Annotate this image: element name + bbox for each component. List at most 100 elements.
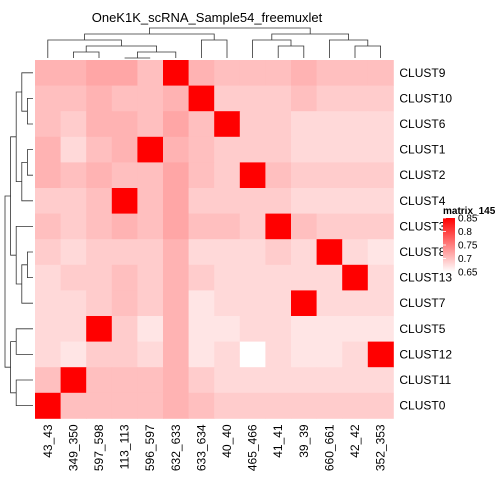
heatmap-cell-clust0-40_40 [214, 392, 241, 419]
heatmap-cell-clust6-632_633 [163, 111, 189, 138]
heatmap-cell-clust9-597_598 [86, 60, 113, 86]
heatmap-cell-clust11-596_597 [137, 367, 164, 394]
heatmap-cell-clust5-39_39 [291, 316, 317, 342]
heatmap-cell-clust3-465_466 [239, 213, 266, 240]
heatmap-cell-clust0-597_598 [86, 392, 113, 419]
column-dendrogram-branch [354, 45, 381, 58]
heatmap-cell-clust11-660_661 [316, 367, 343, 394]
row-dendrogram [4, 72, 33, 406]
heatmap-cell-clust10-465_466 [239, 85, 266, 112]
heatmap-cell-clust2-40_40 [214, 162, 241, 189]
heatmap-cell-clust13-632_633 [163, 264, 189, 291]
heatmap-cell-clust7-40_40 [214, 290, 241, 317]
heatmap-cell-clust0-632_633 [163, 392, 189, 419]
heatmap-cell-clust4-633_634 [188, 188, 215, 214]
column-dendrogram-branch [277, 45, 305, 58]
row-dendrogram-branch [4, 195, 11, 368]
column-label-660_661: 660_661 [322, 424, 336, 471]
heatmap-cell-clust0-596_597 [137, 392, 164, 419]
heatmap-cell-clust13-633_634 [188, 264, 215, 291]
heatmap-cell-clust9-349_350 [60, 60, 87, 86]
legend-tick-label: 0.65 [458, 268, 478, 279]
row-dendrogram-branch [10, 341, 17, 394]
heatmap-cell-clust2-660_661 [316, 162, 343, 189]
column-label-40_40: 40_40 [220, 424, 234, 458]
heatmap-cell-clust6-42_42 [342, 111, 369, 138]
heatmap-cell-clust13-660_661 [316, 264, 343, 291]
heatmap-cell-clust2-349_350 [60, 162, 87, 189]
heatmap-cell-clust10-113_113 [111, 85, 138, 112]
row-label-clust4: CLUST4 [399, 194, 445, 208]
heatmap-cell-clust4-349_350 [60, 188, 87, 214]
heatmap-cell-clust9-596_597 [137, 60, 164, 86]
heatmap-cell-clust3-352_353 [367, 213, 394, 240]
heatmap-cell-clust8-113_113 [111, 239, 138, 266]
heatmap-cell-clust8-465_466 [239, 239, 266, 266]
heatmap-cell-clust4-352_353 [367, 188, 394, 214]
heatmap-cell-clust10-597_598 [86, 85, 113, 112]
heatmap-cell-clust0-41_41 [265, 392, 292, 419]
heatmap-cell-clust4-41_41 [265, 188, 292, 214]
legend-tick-label: 0.75 [458, 241, 478, 252]
heatmap-cell-clust2-113_113 [111, 162, 138, 189]
legend-title: matrix_145 [443, 206, 496, 217]
heatmap-cell-clust13-40_40 [214, 264, 241, 291]
heatmap-cell-clust2-352_353 [367, 162, 394, 189]
heatmap-cell-clust9-633_634 [188, 60, 215, 86]
heatmap-cell-clust1-113_113 [111, 136, 138, 163]
heatmap-cell-clust5-41_41 [265, 316, 292, 342]
heatmap-cell-clust8-43_43 [35, 239, 61, 266]
column-dendrogram-branch [84, 33, 215, 40]
heatmap-cell-clust9-660_661 [316, 60, 343, 86]
row-dendrogram-branch [15, 91, 22, 182]
heatmap-cell-clust3-597_598 [86, 213, 113, 240]
heatmap-cell-clust3-41_41 [265, 213, 292, 240]
heatmap-cell-clust9-632_633 [163, 60, 189, 86]
heatmap-cell-clust7-597_598 [86, 290, 113, 317]
heatmap-cell-clust11-42_42 [342, 367, 369, 394]
column-dendrogram-branch [271, 33, 349, 40]
heatmap-cell-clust11-39_39 [291, 367, 317, 394]
legend-tick-label: 0.85 [458, 214, 478, 225]
heatmap-cell-clust0-352_353 [367, 392, 394, 419]
heatmap-cells [35, 60, 394, 419]
legend-tick-label: 0.7 [458, 254, 472, 265]
heatmap-cell-clust8-597_598 [86, 239, 113, 266]
heatmap-cell-clust11-352_353 [367, 367, 394, 394]
heatmap-cell-clust12-113_113 [111, 341, 138, 368]
heatmap-cell-clust2-39_39 [291, 162, 317, 189]
column-label-596_597: 596_597 [143, 424, 157, 471]
heatmap-cell-clust1-41_41 [265, 136, 292, 163]
heatmap-cell-clust6-349_350 [60, 111, 87, 138]
row-dendrogram-branch [15, 328, 33, 355]
heatmap-cell-clust1-633_634 [188, 136, 215, 163]
heatmap-cell-clust3-39_39 [291, 213, 317, 240]
heatmap-cell-clust8-660_661 [316, 239, 343, 266]
heatmap-cell-clust9-43_43 [35, 60, 61, 86]
heatmap-cell-clust7-43_43 [35, 290, 61, 317]
heatmap-cell-clust3-632_633 [163, 213, 189, 240]
heatmap-cell-clust3-633_634 [188, 213, 215, 240]
row-label-clust10: CLUST10 [399, 91, 452, 105]
column-label-597_598: 597_598 [92, 424, 106, 471]
column-dendrogram-branch [47, 39, 122, 58]
heatmap-cell-clust5-40_40 [214, 316, 241, 342]
row-label-clust1: CLUST1 [399, 143, 445, 157]
heatmap-cell-clust2-43_43 [35, 162, 61, 189]
column-dendrogram-branch [149, 27, 311, 34]
heatmap-cell-clust6-597_598 [86, 111, 113, 138]
heatmap-cell-clust12-40_40 [214, 341, 241, 368]
column-label-113_113: 113_113 [118, 424, 132, 469]
heatmap-cell-clust2-633_634 [188, 162, 215, 189]
row-label-clust0: CLUST0 [399, 399, 445, 413]
heatmap-cell-clust7-349_350 [60, 290, 87, 317]
heatmap-cell-clust6-465_466 [239, 111, 266, 138]
heatmap-cell-clust12-596_597 [137, 341, 164, 368]
heatmap-cell-clust2-632_633 [163, 162, 189, 189]
heatmap-cell-clust8-632_633 [163, 239, 189, 266]
heatmap-cell-clust13-113_113 [111, 264, 138, 291]
heatmap-cell-clust11-43_43 [35, 367, 61, 394]
row-label-clust12: CLUST12 [399, 347, 452, 361]
column-dendrogram-branch [73, 51, 100, 58]
